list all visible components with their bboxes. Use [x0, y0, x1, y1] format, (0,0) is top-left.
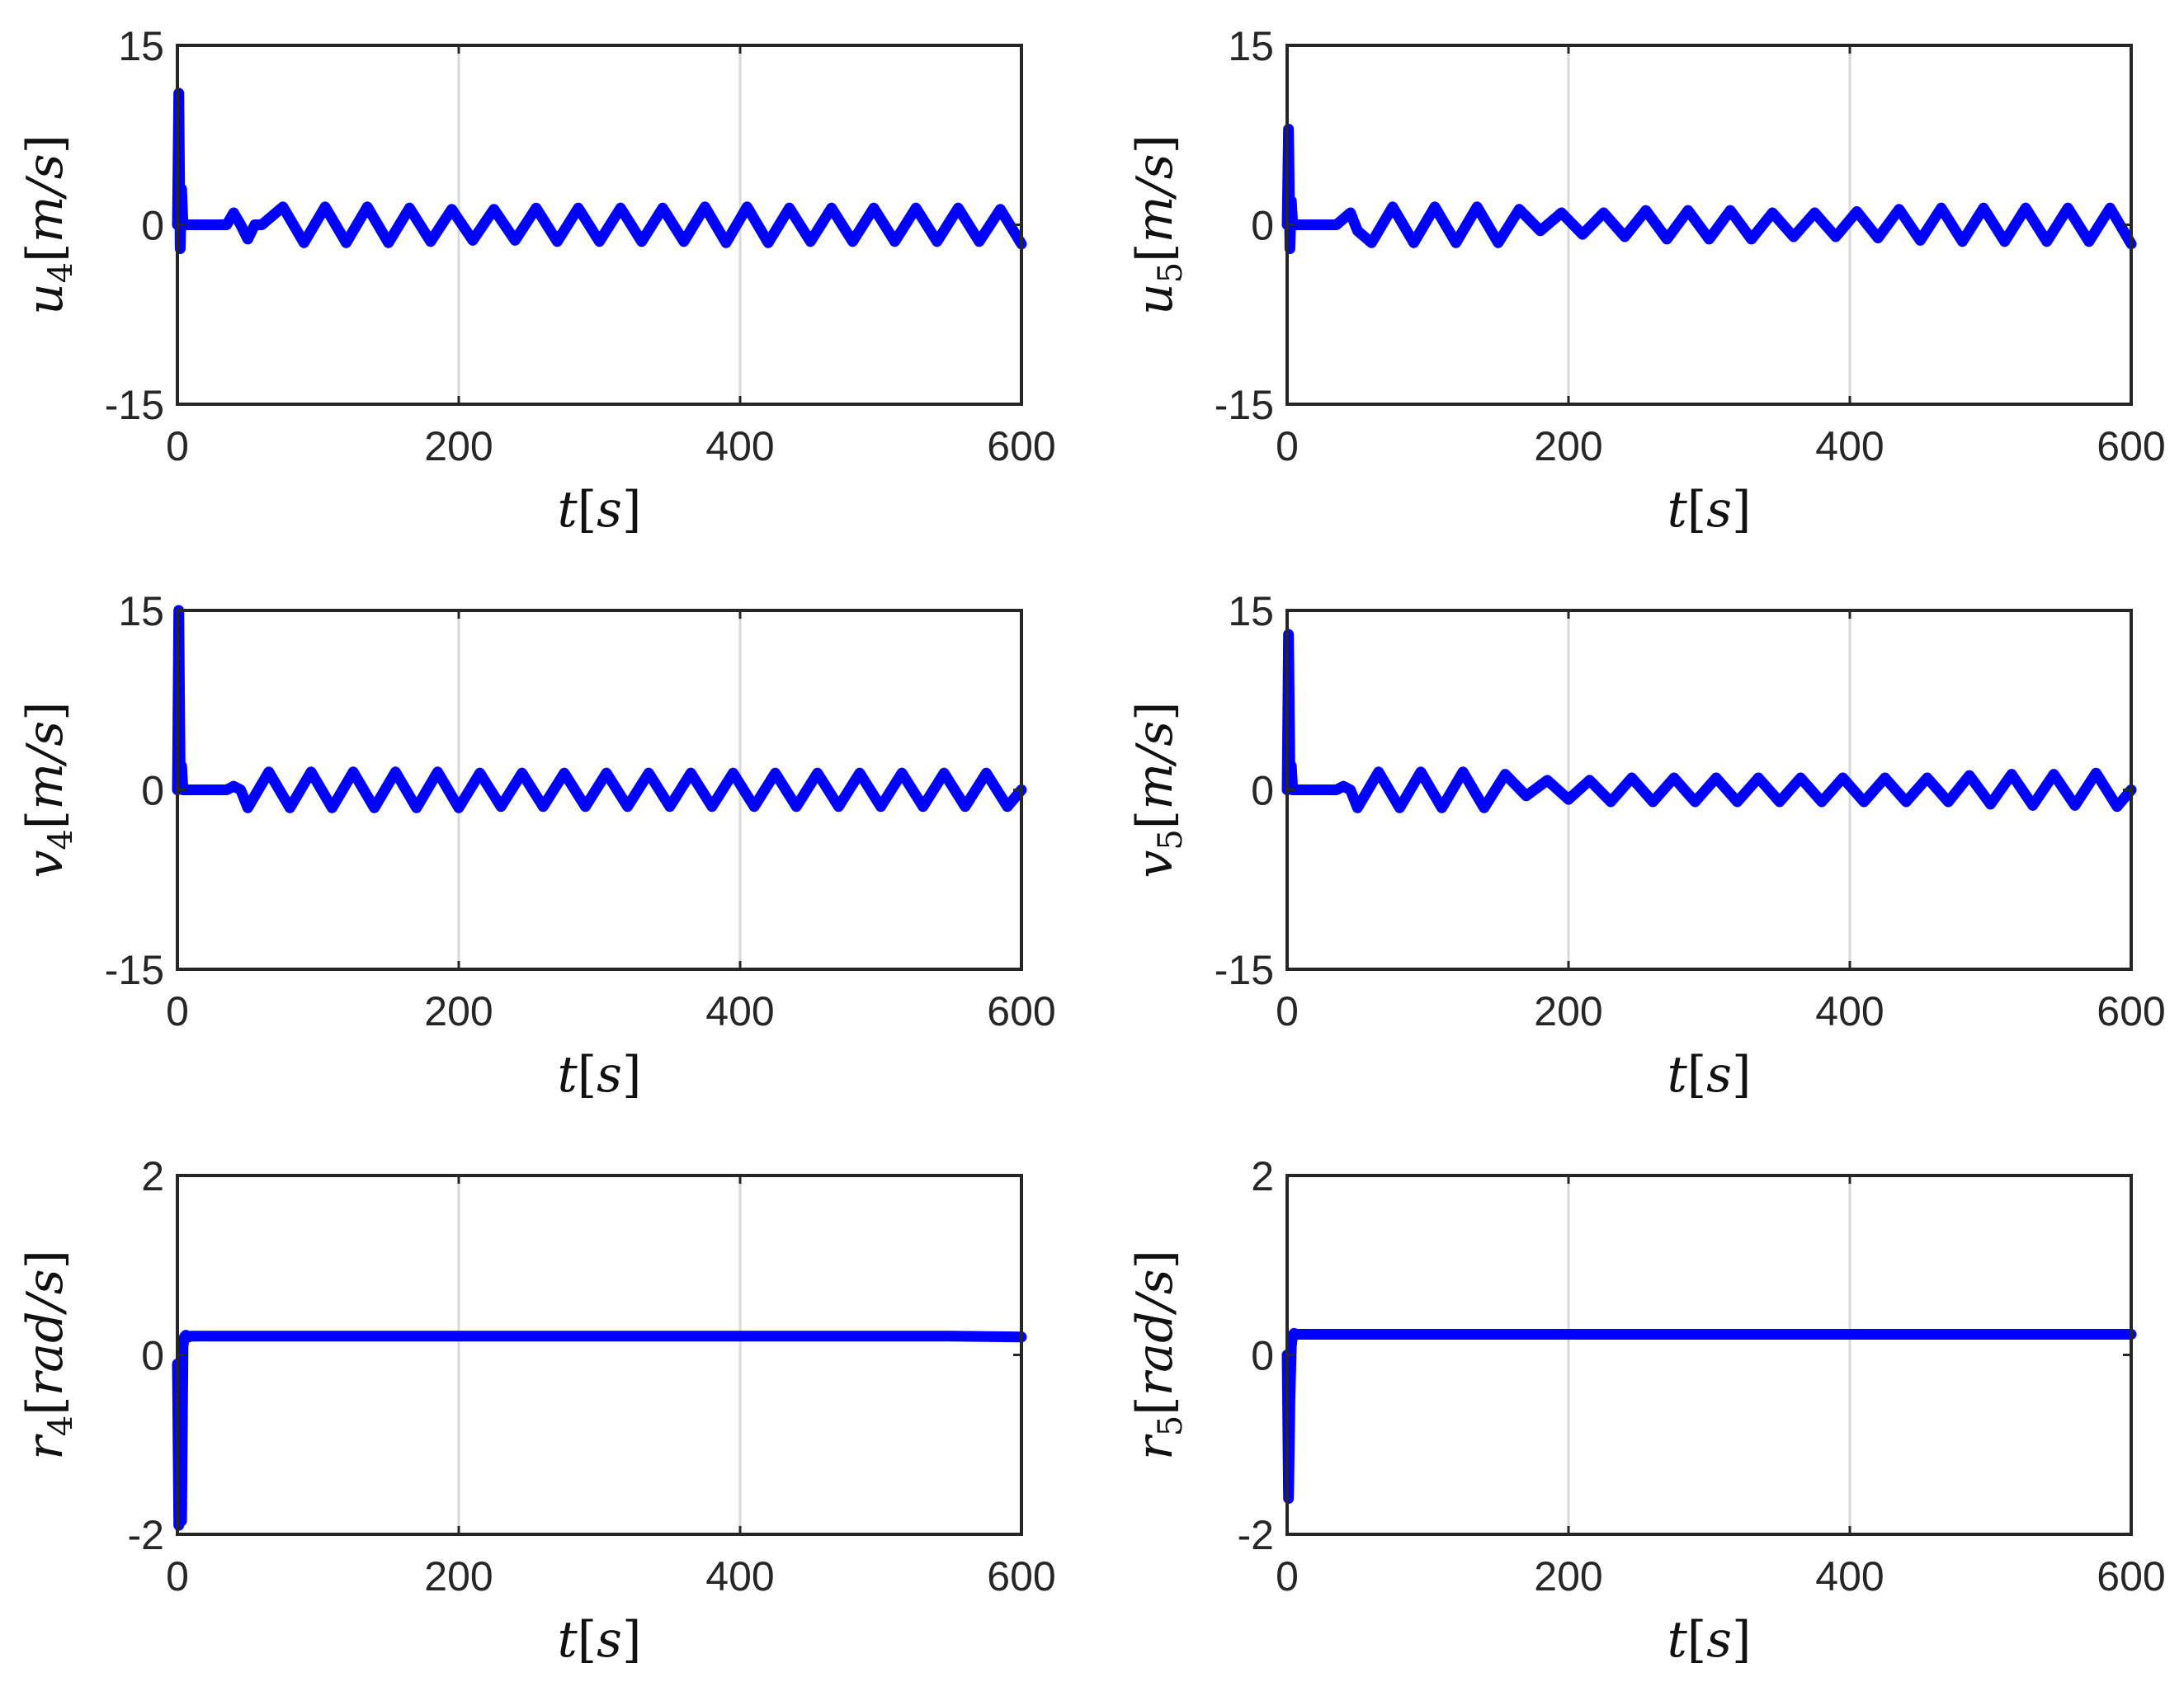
series-line-u4	[172, 87, 1027, 254]
series-line-v5	[1281, 629, 2137, 813]
x-tick-label: 0	[166, 988, 189, 1034]
y-axis-label: u4[m/s]	[17, 134, 80, 315]
y-axis-label: r4[rad/s]	[17, 1250, 80, 1460]
y-axis-label: v5[m/s]	[1126, 701, 1190, 878]
y-tick-label: -15	[105, 947, 164, 993]
x-axis-label: t[s]	[558, 1611, 642, 1669]
x-tick-label: 600	[2097, 988, 2165, 1034]
x-axis-label: t[s]	[558, 481, 642, 539]
x-tick-label: 200	[1534, 423, 1602, 469]
y-tick-label: 15	[1228, 23, 1274, 69]
series-line-r5	[1281, 1327, 2137, 1504]
y-tick-label: -15	[1215, 947, 1274, 993]
x-tick-label: 200	[1534, 1553, 1602, 1599]
y-axis-label: r5[rad/s]	[1126, 1250, 1190, 1460]
y-tick-label: 0	[141, 1333, 164, 1379]
y-tick-label: 2	[141, 1153, 164, 1199]
y-tick-label: 0	[141, 203, 164, 249]
x-tick-label: 400	[1815, 423, 1884, 469]
x-axis-label: t[s]	[1667, 1046, 1752, 1104]
x-tick-label: 0	[1276, 988, 1299, 1034]
x-tick-label: 600	[987, 1553, 1055, 1599]
x-axis-label: t[s]	[558, 1046, 642, 1104]
y-tick-label: 0	[1251, 203, 1274, 249]
y-tick-label: -15	[105, 382, 164, 428]
x-tick-label: 400	[1815, 988, 1884, 1034]
y-axis-label: u5[m/s]	[1126, 134, 1190, 315]
x-tick-label: 200	[424, 1553, 493, 1599]
x-tick-label: 400	[705, 988, 774, 1034]
series-line-v4	[172, 605, 1027, 813]
x-tick-label: 400	[705, 1553, 774, 1599]
x-tick-label: 400	[705, 423, 774, 469]
y-tick-label: 0	[1251, 1333, 1274, 1379]
x-tick-label: 200	[1534, 988, 1602, 1034]
y-tick-label: -2	[1238, 1512, 1274, 1558]
y-axis-label: v4[m/s]	[17, 701, 80, 878]
series-line-u5	[1281, 124, 2137, 254]
x-tick-label: 200	[424, 988, 493, 1034]
x-tick-label: 0	[166, 1553, 189, 1599]
y-tick-label: 0	[141, 768, 164, 814]
x-tick-label: 0	[166, 423, 189, 469]
y-tick-label: 15	[1228, 588, 1274, 634]
y-tick-label: -2	[128, 1512, 164, 1558]
x-tick-label: 600	[2097, 423, 2165, 469]
x-tick-label: 600	[2097, 1553, 2165, 1599]
axes-frame-r5	[1285, 1174, 2133, 1536]
axes-frame-r4	[176, 1174, 1023, 1536]
axes-frame-u5	[1285, 44, 2133, 406]
x-tick-label: 0	[1276, 1553, 1299, 1599]
y-tick-label: 2	[1251, 1153, 1274, 1199]
y-tick-label: -15	[1215, 382, 1274, 428]
x-tick-label: 600	[987, 988, 1055, 1034]
x-tick-label: 200	[424, 423, 493, 469]
y-tick-label: 0	[1251, 768, 1274, 814]
x-tick-label: 0	[1276, 423, 1299, 469]
y-tick-label: 15	[118, 588, 164, 634]
series-line-r4	[172, 1330, 1027, 1531]
y-tick-label: 15	[118, 23, 164, 69]
x-tick-label: 600	[987, 423, 1055, 469]
axes-frame-u4	[176, 44, 1023, 406]
x-axis-label: t[s]	[1667, 481, 1752, 539]
x-tick-label: 400	[1815, 1553, 1884, 1599]
x-axis-label: t[s]	[1667, 1611, 1752, 1669]
